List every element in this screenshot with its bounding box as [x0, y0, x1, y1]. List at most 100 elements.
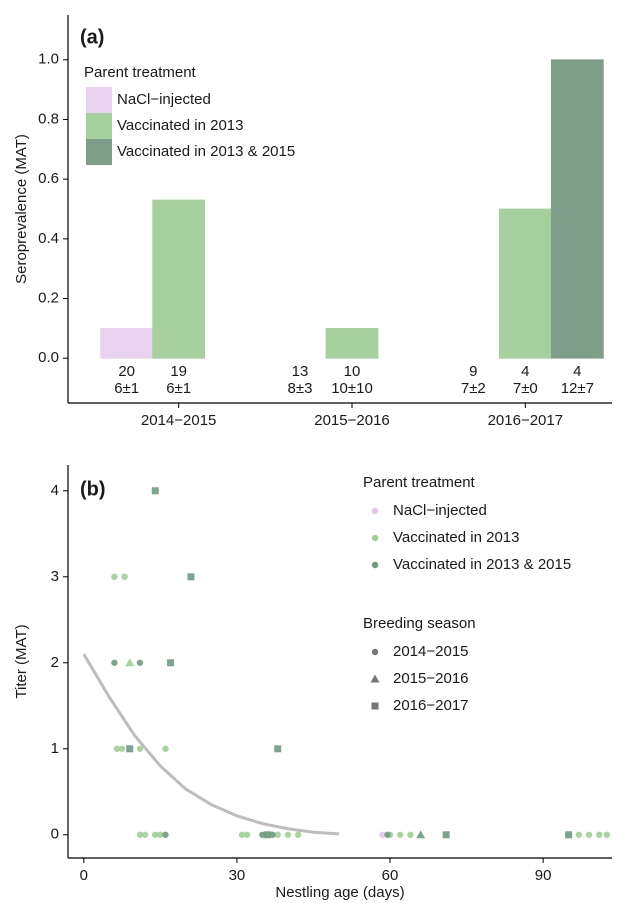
legend-swatch	[86, 87, 112, 113]
point	[274, 831, 281, 838]
y-tick-label: 1	[51, 740, 59, 757]
y-tick-label: 0.4	[38, 230, 59, 247]
legend-label: Vaccinated in 2013	[393, 529, 519, 546]
legend-label: Vaccinated in 2013	[117, 117, 243, 134]
fit-line	[82, 653, 340, 836]
legend-title: Parent treatment	[84, 64, 197, 81]
point	[141, 831, 149, 838]
age-label: 12±7	[561, 380, 594, 397]
legend-label: 2016−2017	[393, 697, 469, 714]
point	[416, 830, 426, 839]
point	[125, 658, 135, 667]
legend-label: NaCl−injected	[117, 91, 211, 108]
x-tick-label: 90	[535, 867, 552, 884]
x-axis-label: Nestling age (days)	[275, 884, 404, 901]
y-axis-label: Seroprevalence (MAT)	[13, 134, 30, 284]
legend-label: Vaccinated in 2013 & 2015	[117, 143, 295, 160]
bar	[550, 59, 604, 359]
x-tick-label: 2015−2016	[314, 412, 390, 429]
y-tick-label: 1.0	[38, 51, 59, 68]
x-tick-label: 2014−2015	[141, 412, 217, 429]
point	[167, 659, 175, 667]
y-tick-label: 0.8	[38, 110, 59, 127]
point	[274, 745, 282, 753]
point	[284, 831, 292, 838]
panel-label: (b)	[80, 478, 106, 500]
y-tick-label: 0.6	[38, 170, 59, 187]
y-tick-label: 3	[51, 568, 59, 585]
point	[565, 831, 573, 839]
age-label: 7±2	[461, 380, 486, 397]
legend-key	[371, 561, 379, 569]
legend-label: Vaccinated in 2013 & 2015	[393, 556, 571, 573]
point	[136, 659, 144, 666]
sample-size: 4	[573, 363, 581, 380]
point	[121, 573, 128, 580]
x-tick-label: 60	[382, 867, 399, 884]
point	[162, 831, 169, 838]
panel-label: (a)	[80, 26, 104, 48]
legend-key	[371, 534, 379, 542]
point	[157, 831, 164, 838]
y-tick-label: 2	[51, 654, 59, 671]
y-tick-label: 0	[51, 826, 59, 843]
legend-swatch	[86, 139, 112, 165]
bar	[498, 208, 552, 359]
bar	[100, 327, 154, 359]
legend-key	[371, 648, 379, 656]
point	[596, 831, 603, 838]
legend-label: NaCl−injected	[393, 502, 487, 519]
x-tick-label: 2016−2017	[488, 412, 564, 429]
y-axis-label: Titer (MAT)	[13, 624, 30, 698]
point	[575, 831, 583, 838]
point	[118, 745, 126, 752]
x-tick-label: 30	[229, 867, 246, 884]
point	[269, 831, 276, 838]
legend-key	[370, 674, 380, 683]
point	[294, 831, 302, 838]
y-tick-label: 0.2	[38, 290, 59, 307]
age-label: 8±3	[288, 380, 313, 397]
point	[162, 745, 169, 752]
point	[238, 831, 246, 838]
sample-size: 19	[170, 363, 187, 380]
sample-size: 10	[344, 363, 361, 380]
point	[136, 745, 144, 752]
x-tick-label: 0	[80, 867, 88, 884]
point	[407, 831, 414, 838]
point	[384, 831, 391, 838]
legend-key	[371, 702, 379, 710]
point	[111, 573, 118, 580]
point	[111, 659, 118, 666]
point	[113, 745, 121, 752]
point	[152, 831, 159, 838]
point	[243, 831, 251, 838]
legend-label: 2015−2016	[393, 670, 469, 687]
sample-size: 4	[521, 363, 529, 380]
point	[259, 831, 266, 838]
point	[151, 487, 159, 495]
sample-size: 20	[118, 363, 135, 380]
sample-size: 9	[469, 363, 477, 380]
point	[397, 831, 404, 838]
age-label: 10±10	[331, 380, 373, 397]
age-label: 6±1	[114, 380, 139, 397]
point	[264, 831, 272, 839]
age-label: 6±1	[166, 380, 191, 397]
age-label: 7±0	[513, 380, 538, 397]
y-tick-label: 4	[51, 482, 59, 499]
point	[126, 745, 134, 753]
sample-size: 13	[292, 363, 309, 380]
point	[585, 831, 593, 838]
point	[603, 831, 611, 838]
bar	[325, 327, 379, 359]
legend-swatch	[86, 113, 112, 139]
point	[187, 573, 195, 581]
legend-key	[371, 507, 379, 515]
legend-title: Breeding season	[363, 615, 476, 632]
point	[379, 831, 386, 838]
point	[136, 831, 144, 838]
legend-title: Parent treatment	[363, 474, 476, 491]
bar	[152, 199, 206, 359]
